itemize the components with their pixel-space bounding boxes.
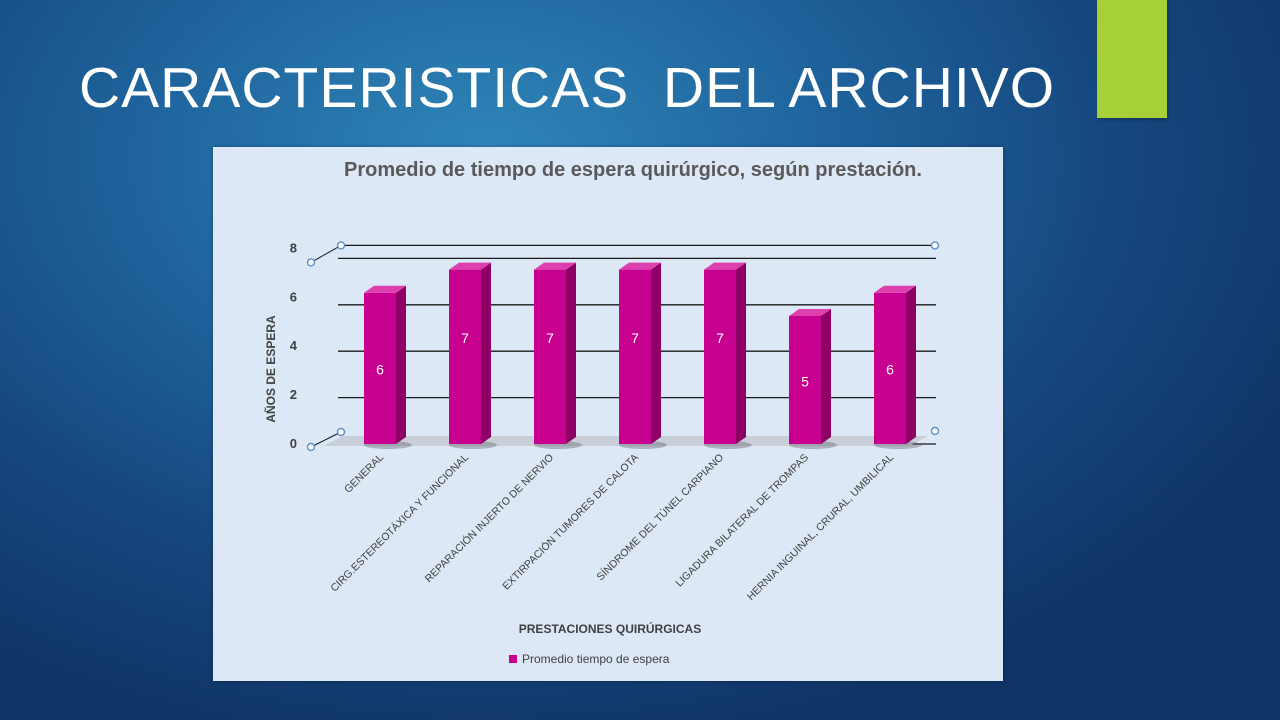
bar-front bbox=[874, 292, 906, 444]
bar-top bbox=[364, 285, 406, 293]
bar-front bbox=[534, 269, 566, 444]
data-label: 5 bbox=[801, 373, 809, 389]
y-tick-label: 8 bbox=[290, 240, 297, 255]
bar-side bbox=[481, 262, 491, 444]
y-tick-label: 0 bbox=[290, 436, 297, 451]
bar-top bbox=[449, 262, 491, 270]
data-label: 6 bbox=[886, 361, 894, 377]
category-label: CIRG.ESTEREOTÁXICA Y FUNCIONAL bbox=[328, 451, 472, 595]
bar-side bbox=[396, 285, 406, 444]
data-label: 7 bbox=[461, 330, 469, 346]
y-tick-label: 6 bbox=[290, 289, 297, 304]
bar-side bbox=[736, 262, 746, 444]
selection-handle bbox=[306, 258, 316, 267]
selection-handle bbox=[336, 241, 346, 250]
selection-handle bbox=[930, 241, 940, 250]
depth-edge bbox=[310, 244, 342, 263]
data-label: 7 bbox=[631, 330, 639, 346]
bar-front bbox=[789, 316, 821, 444]
y-tick-label: 2 bbox=[290, 387, 297, 402]
bar-side bbox=[821, 309, 831, 444]
bar bbox=[789, 309, 837, 449]
bar bbox=[619, 262, 667, 449]
bar-top bbox=[619, 262, 661, 270]
selection-handle bbox=[930, 426, 940, 436]
bar-front bbox=[449, 269, 481, 444]
data-label: 6 bbox=[376, 361, 384, 377]
legend-label: Promedio tiempo de espera bbox=[522, 652, 670, 666]
category-label: HERNIA INGUINAL, CRURAL, UMBILICAL bbox=[745, 452, 896, 603]
bar bbox=[364, 285, 412, 449]
data-label: 7 bbox=[716, 330, 724, 346]
legend-swatch bbox=[509, 655, 517, 663]
bar-side bbox=[906, 285, 916, 444]
legend: Promedio tiempo de espera bbox=[509, 652, 670, 666]
bar bbox=[534, 262, 582, 449]
bar-side bbox=[566, 262, 576, 444]
bar-front bbox=[704, 269, 736, 444]
chart-title: Promedio de tiempo de espera quirúrgico,… bbox=[344, 159, 922, 181]
y-axis-label: AÑOS DE ESPERA bbox=[263, 315, 278, 423]
bar-chart: 0 2 4 6 8 AÑOS DE ESPERA 6 7 7 7 7 5 6 GENERALCIRG.ES… bbox=[263, 240, 940, 666]
bar-top bbox=[874, 285, 916, 293]
x-axis-label: PRESTACIONES QUIRÚRGICAS bbox=[519, 621, 701, 636]
bar-side bbox=[651, 262, 661, 444]
bar-top bbox=[534, 262, 576, 270]
data-label: 7 bbox=[546, 330, 554, 346]
bar bbox=[874, 285, 922, 449]
category-label: EXTIRPACIÓN TUMORES DE CALOTA bbox=[500, 451, 642, 593]
bar-top bbox=[704, 262, 746, 270]
chart-panel: 0 2 4 6 8 AÑOS DE ESPERA 6 7 7 7 7 5 6 GENERAL CIRG.ES… bbox=[213, 147, 1003, 681]
selection-handle bbox=[306, 442, 316, 452]
category-label: LIGADURA BILATERAL DE TROMPAS bbox=[673, 452, 811, 590]
y-tick-label: 4 bbox=[290, 338, 298, 353]
bar-top bbox=[789, 309, 831, 316]
bar bbox=[704, 262, 752, 449]
category-label: GENERAL bbox=[342, 452, 386, 496]
bar-front bbox=[364, 292, 396, 444]
selection-handle bbox=[336, 427, 346, 437]
bar bbox=[449, 262, 497, 449]
accent-bar bbox=[1097, 0, 1167, 118]
slide-title: CARACTERISTICAS DEL ARCHIVO bbox=[79, 56, 1056, 120]
depth-edge bbox=[310, 431, 342, 448]
bar-front bbox=[619, 269, 651, 444]
